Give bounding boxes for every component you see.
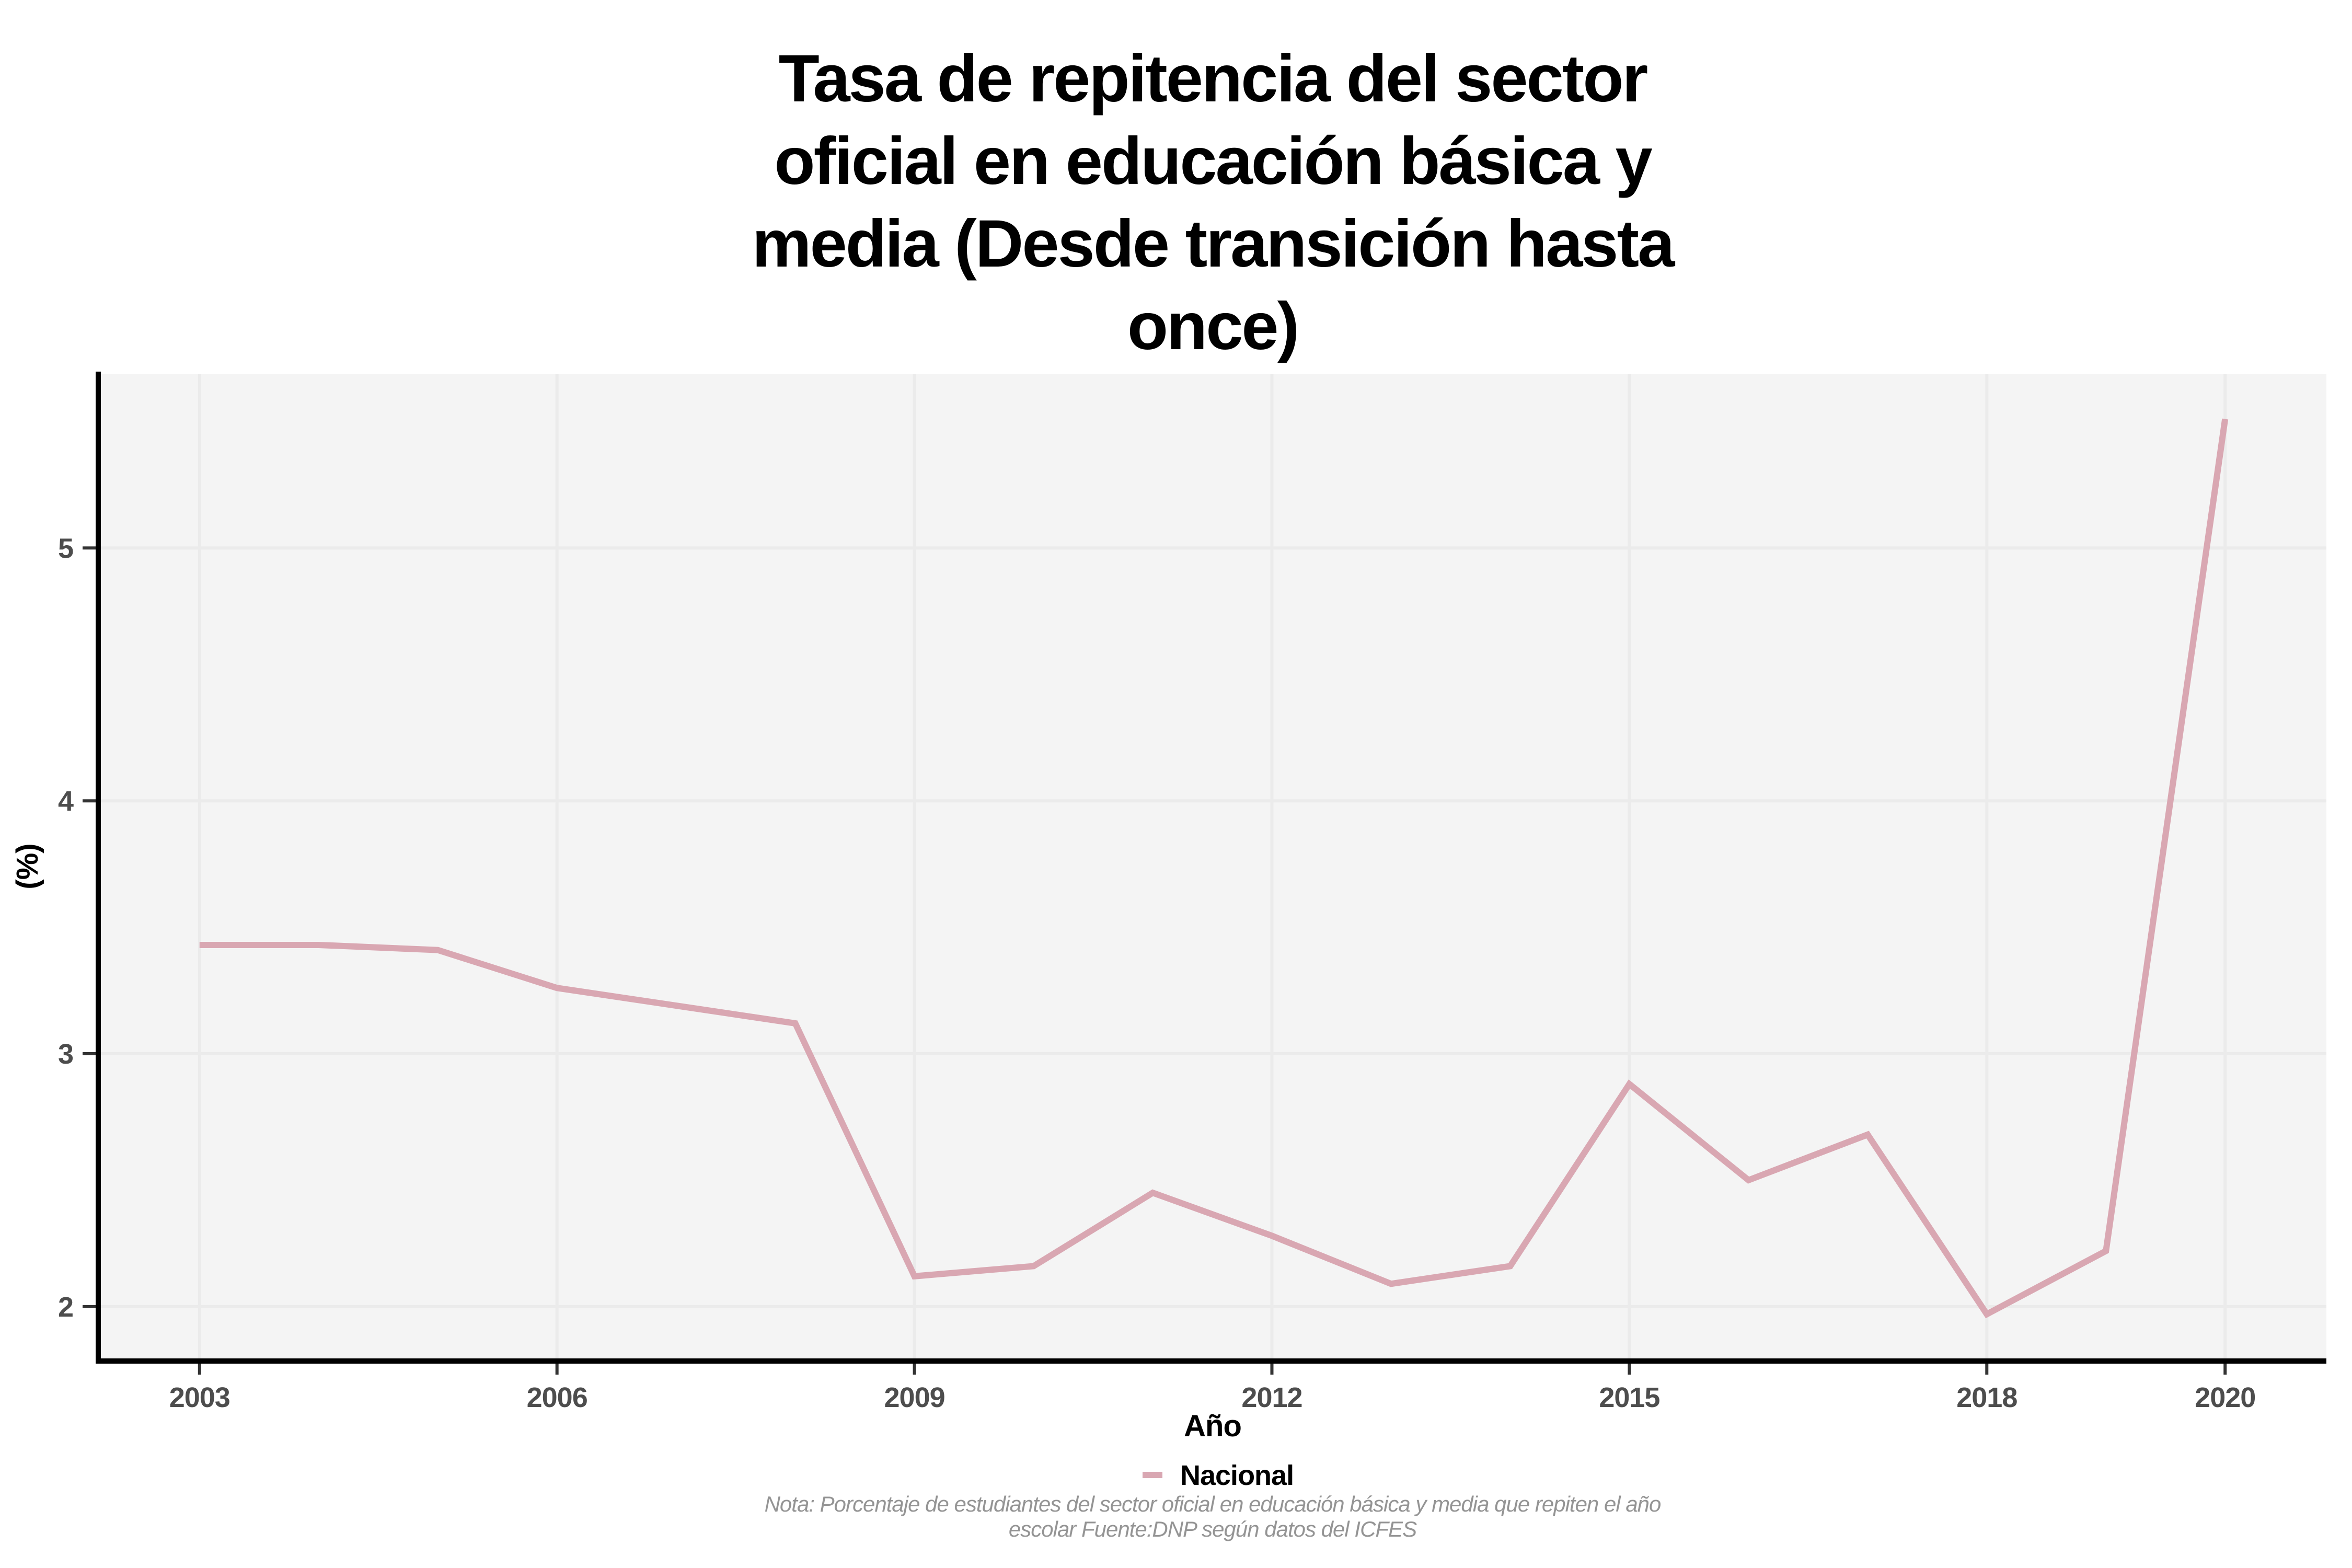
chart-title-line-4: once) — [1127, 289, 1299, 364]
x-tick-label: 2018 — [1956, 1382, 2017, 1413]
y-tick-label: 2 — [58, 1292, 73, 1323]
x-tick-label: 2015 — [1599, 1382, 1659, 1413]
y-tick-label: 3 — [58, 1039, 73, 1070]
chart-title-line-2: oficial en educación básica y — [774, 124, 1652, 199]
x-tick-label: 2012 — [1241, 1382, 1302, 1413]
y-axis-title: (%) — [10, 844, 44, 889]
x-tick-label: 2003 — [169, 1382, 230, 1413]
footnote-line-1: Nota: Porcentaje de estudiantes del sect… — [765, 1492, 1661, 1516]
series-line-nacional — [199, 418, 2229, 1319]
data-series — [199, 418, 2229, 1319]
legend: Nacional — [1143, 1460, 1294, 1491]
chart-title: Tasa de repitencia del sector oficial en… — [73, 38, 2352, 368]
chart-title-line-1: Tasa de repitencia del sector — [778, 41, 1648, 116]
x-tick-label: 2009 — [884, 1382, 945, 1413]
gridlines — [98, 374, 2326, 1359]
chart-title-line-3: media (Desde transición hasta — [752, 206, 1675, 281]
y-tick-label: 4 — [58, 786, 74, 817]
axis-tick-labels: 2003 2006 2009 2012 2015 2018 2020 2 3 4 5 — [58, 533, 2256, 1413]
x-axis-title: Año — [1184, 1409, 1241, 1443]
footnote-line-2: escolar Fuente:DNP según datos del ICFES — [1009, 1517, 1417, 1541]
y-tick-label: 5 — [58, 533, 73, 564]
legend-label: Nacional — [1180, 1460, 1294, 1491]
plot-panel — [98, 374, 2326, 1359]
x-tick-label: 2006 — [527, 1382, 587, 1413]
footnote: Nota: Porcentaje de estudiantes del sect… — [765, 1492, 1662, 1541]
x-tick-label: 2020 — [2195, 1382, 2255, 1413]
